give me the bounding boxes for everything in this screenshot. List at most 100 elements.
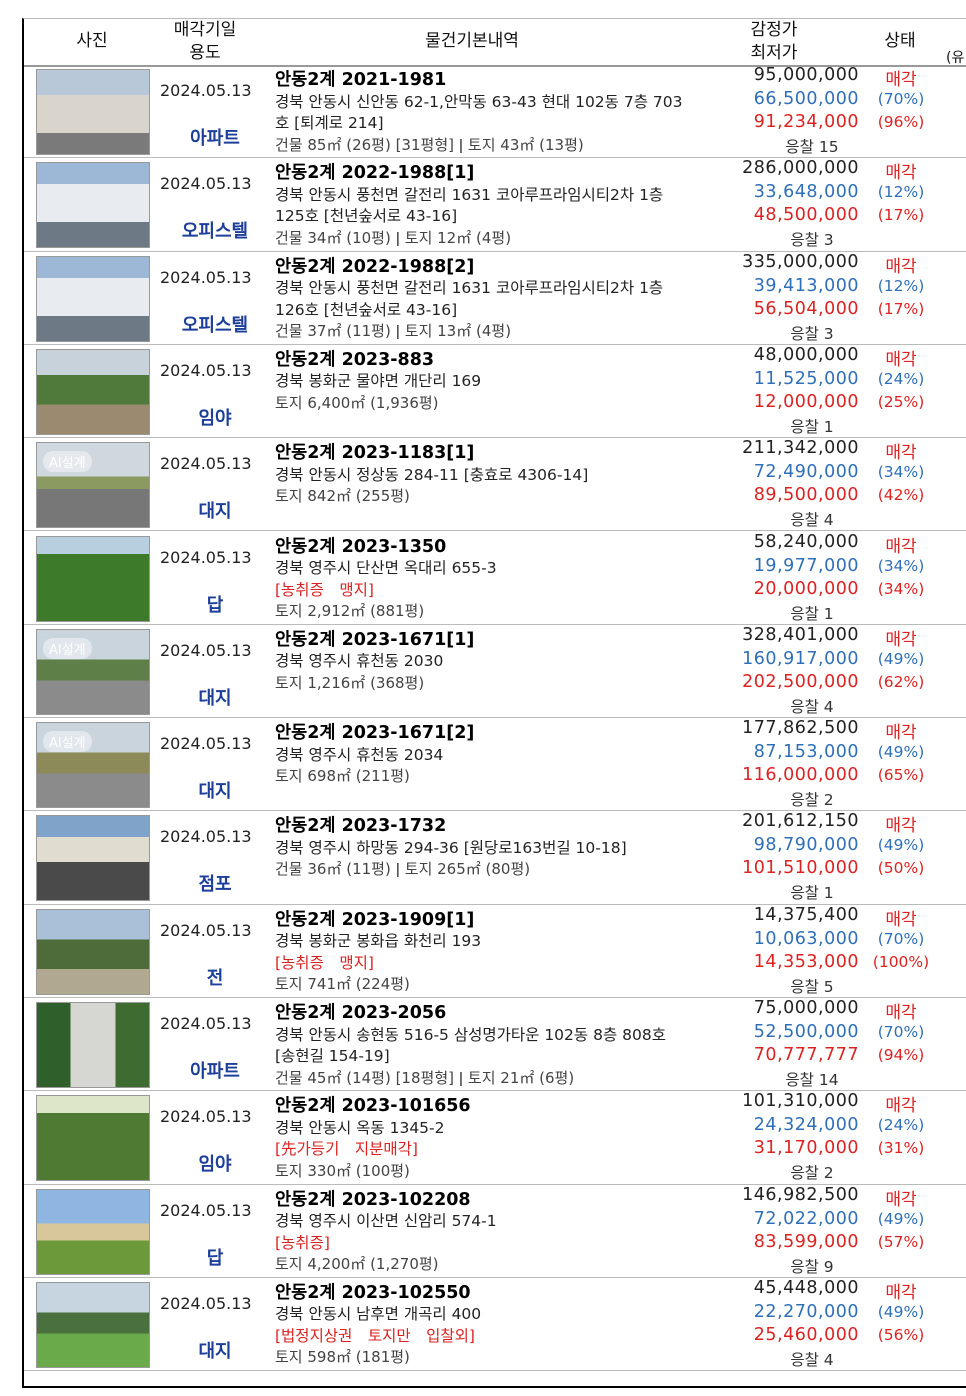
sale-date: 2024.05.13 bbox=[160, 1293, 252, 1313]
details: 안동2계 2022-1988[1] 경북 안동시 풍천면 갈전리 1631 코아루… bbox=[275, 163, 685, 249]
minimum-price: 72,490,000 bbox=[753, 462, 859, 483]
header-cell: 매각기일 bbox=[173, 20, 237, 40]
address: 경북 안동시 송현동 516-5 삼성명가타운 102동 8층 808호 [송현… bbox=[275, 1025, 666, 1066]
sale-pct: (65%) bbox=[877, 766, 925, 785]
bidders: 응찰 2 bbox=[790, 1164, 834, 1183]
minimum-price: 24,324,000 bbox=[753, 1115, 859, 1136]
area: 토지 1,216㎡ (368평) bbox=[275, 673, 425, 692]
sale-date: 2024.05.13 bbox=[160, 360, 252, 380]
bidders: 응찰 15 bbox=[785, 138, 839, 156]
property-use: 답 bbox=[206, 594, 224, 616]
table-row: AI설계 2024.05.13 대지 안동2계 2023-1671[1] 경북 영주시 … bbox=[24, 624, 966, 719]
status: 매각 bbox=[885, 723, 917, 744]
bidders: 응찰 2 bbox=[790, 791, 834, 810]
appraisal-price: 75,000,000 bbox=[753, 998, 859, 1018]
minimum-price: 160,917,000 bbox=[742, 648, 859, 669]
status: 매각 bbox=[885, 1282, 917, 1303]
address: 경북 봉화군 물야면 개단리 169 bbox=[275, 372, 482, 391]
details: 안동2계 2023-1350 경북 영주시 단산면 옥대리 655-3 [농취증 맹… bbox=[275, 537, 685, 623]
bidders: 응찰 9 bbox=[790, 1257, 834, 1276]
photo-thumbnail: AI설계 bbox=[36, 628, 150, 715]
sale-pct: (96%) bbox=[877, 113, 925, 131]
minimum-pct: (12%) bbox=[877, 183, 925, 202]
sale-price: 89,500,000 bbox=[753, 485, 859, 506]
appraisal-price: 48,000,000 bbox=[753, 344, 859, 365]
table-row: 2024.05.13 아파트 안동2계 2023-2056 경북 안동시 송현동 51… bbox=[24, 998, 966, 1092]
sale-date: 2024.05.13 bbox=[160, 1014, 252, 1033]
appraisal-price: 177,862,500 bbox=[742, 718, 859, 739]
table-row: AI설계 2024.05.13 대지 안동2계 2023-1671[2] 경북 영주시 … bbox=[24, 718, 966, 812]
appraisal-price: 201,612,150 bbox=[742, 811, 859, 832]
minimum-price: 11,525,000 bbox=[753, 368, 859, 389]
sale-pct: (94%) bbox=[877, 1046, 925, 1064]
details: 안동2계 2023-102550 경북 안동시 남후면 개곡리 400 [법정지상권… bbox=[275, 1283, 685, 1369]
details: 안동2계 2023-1671[1] 경북 영주시 휴천동 2030 토지 1,216… bbox=[275, 630, 685, 695]
minimum-price: 87,153,000 bbox=[753, 742, 859, 763]
sale-date: 2024.05.13 bbox=[160, 827, 252, 847]
table-row: 2024.05.13 오피스텔 안동2계 2022-1988[2] 경북 안동시 풍천… bbox=[24, 252, 966, 345]
bidders: 응찰 4 bbox=[790, 511, 834, 530]
bidders: 응찰 1 bbox=[790, 884, 834, 903]
details: 안동2계 2023-102208 경북 영주시 이산면 신암리 574-1 [농취증… bbox=[275, 1190, 685, 1276]
sale-price: 116,000,000 bbox=[742, 765, 859, 786]
minimum-pct: (49%) bbox=[877, 836, 925, 855]
area: 건물 34㎡ (10평) ǀ 토지 12㎡ (4평) bbox=[275, 228, 512, 247]
details: 안동2계 2023-883 경북 봉화군 물야면 개단리 169 토지 6,400㎡… bbox=[275, 350, 685, 415]
minimum-pct: (24%) bbox=[877, 369, 925, 388]
appraisal-price: 146,982,500 bbox=[742, 1184, 859, 1205]
area: 건물 36㎡ (11평) ǀ 토지 265㎡ (80평) bbox=[275, 860, 531, 879]
sale-price: 25,460,000 bbox=[753, 1324, 859, 1345]
address: 경북 봉화군 봉화읍 화천리 193 bbox=[275, 932, 482, 951]
table-row: 2024.05.13 아파트 안동2계 2021-1981 경북 안동시 신안동 62… bbox=[24, 65, 966, 159]
case-number: 안동2계 2021-1981 bbox=[275, 70, 447, 90]
minimum-pct: (49%) bbox=[877, 1209, 925, 1228]
sale-price: 56,504,000 bbox=[753, 298, 859, 319]
address: 경북 안동시 남후면 개곡리 400 bbox=[275, 1305, 482, 1324]
table-row: 2024.05.13 대지 안동2계 2023-102550 경북 안동시 남후면 개… bbox=[24, 1277, 966, 1372]
note: [농취증 맹지] bbox=[275, 953, 374, 972]
property-use: 대지 bbox=[198, 1340, 232, 1362]
minimum-pct: (34%) bbox=[877, 463, 925, 482]
bidders: 응찰 4 bbox=[790, 1350, 834, 1369]
header-cell: 최저가 bbox=[750, 43, 798, 63]
sale-date: 2024.05.13 bbox=[160, 734, 252, 754]
photo-thumbnail bbox=[36, 1281, 150, 1368]
bidders: 응찰 1 bbox=[790, 604, 834, 623]
minimum-price: 10,063,000 bbox=[753, 928, 859, 949]
bidders: 응찰 5 bbox=[790, 977, 834, 996]
sale-pct: (17%) bbox=[877, 206, 925, 225]
details: 안동2계 2023-1183[1] 경북 안동시 정상동 284-11 [충효로 … bbox=[275, 443, 685, 508]
status: 매각 bbox=[885, 536, 917, 557]
table-row: 2024.05.13 답 안동2계 2023-102208 경북 영주시 이산면 신암… bbox=[24, 1185, 966, 1278]
table-row: AI설계 2024.05.13 대지 안동2계 2023-1183[1] 경북 안동시 … bbox=[24, 438, 966, 532]
sale-date: 2024.05.13 bbox=[160, 920, 252, 940]
appraisal-price: 335,000,000 bbox=[742, 251, 859, 272]
property-use: 점포 bbox=[198, 874, 232, 896]
details: 안동2계 2023-101656 경북 안동시 옥동 1345-2 [先가등기 지분… bbox=[275, 1096, 685, 1182]
table-row: 2024.05.13 전 안동2계 2023-1909[1] 경북 봉화군 봉화읍 화… bbox=[24, 905, 966, 998]
minimum-pct: (70%) bbox=[877, 90, 925, 108]
area: 건물 37㎡ (11평) ǀ 토지 13㎡ (4평) bbox=[275, 322, 512, 341]
bidders: 응찰 1 bbox=[790, 417, 834, 436]
area: 토지 598㎡ (181평) bbox=[275, 1348, 410, 1367]
area: 토지 6,400㎡ (1,936평) bbox=[275, 393, 439, 412]
photo-thumbnail: AI설계 bbox=[36, 442, 150, 529]
appraisal-price: 45,448,000 bbox=[753, 1277, 859, 1298]
appraisal-price: 328,401,000 bbox=[742, 624, 859, 645]
header-cell: 물건기본내역 bbox=[425, 31, 519, 51]
minimum-pct: (70%) bbox=[877, 1023, 925, 1041]
minimum-pct: (49%) bbox=[877, 1302, 925, 1321]
photo-thumbnail bbox=[36, 162, 150, 249]
address: 경북 안동시 옥동 1345-2 bbox=[275, 1118, 445, 1137]
status: 매각 bbox=[885, 256, 917, 277]
case-number: 안동2계 2023-1350 bbox=[275, 536, 447, 557]
status: 매각 bbox=[885, 816, 917, 837]
area: 토지 741㎡ (224평) bbox=[275, 975, 410, 994]
area: 건물 85㎡ (26평) [31평형] ǀ 토지 43㎡ (13평) bbox=[275, 135, 584, 154]
minimum-pct: (49%) bbox=[877, 649, 925, 668]
note: [농취증 맹지] bbox=[275, 580, 374, 599]
table-header: 사진 매각기일 용도 물건기본내역 감정가 최저가 상태 (유 bbox=[24, 19, 966, 67]
status: 매각 bbox=[885, 1189, 917, 1210]
note: [농취증] bbox=[275, 1233, 330, 1252]
sale-date: 2024.05.13 bbox=[160, 267, 252, 287]
